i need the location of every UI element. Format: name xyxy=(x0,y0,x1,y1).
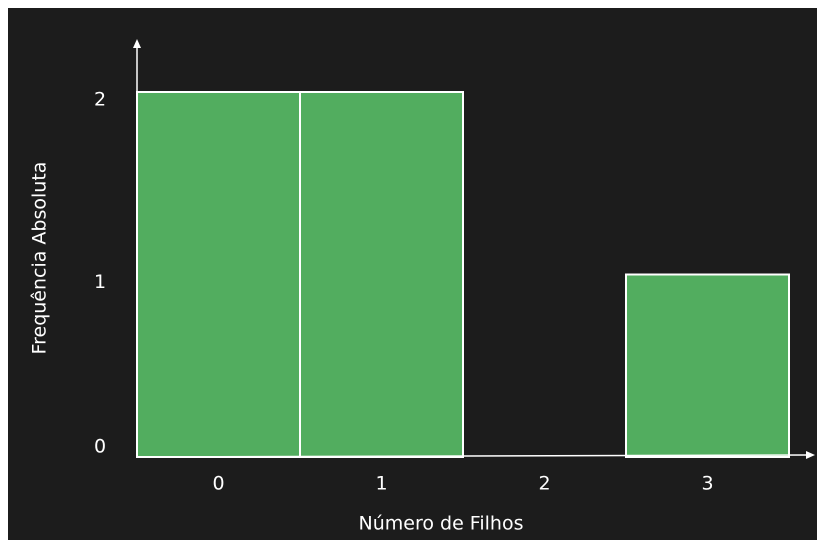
x-tick-label: 1 xyxy=(375,473,387,495)
y-tick-label: 1 xyxy=(94,271,106,293)
x-axis-label: Número de Filhos xyxy=(359,513,524,535)
y-axis-label: Frequência Absoluta xyxy=(29,162,51,355)
x-axis-arrow xyxy=(806,451,815,459)
x-axis xyxy=(136,454,809,458)
y-axis-arrow xyxy=(133,39,141,48)
x-tick-label: 3 xyxy=(701,473,713,495)
x-tick-label: 0 xyxy=(212,473,224,495)
bar xyxy=(299,91,464,458)
bar xyxy=(625,273,790,458)
x-tick-label: 2 xyxy=(538,473,550,495)
y-tick-label: 0 xyxy=(94,436,106,458)
y-tick-label: 2 xyxy=(94,89,106,111)
bar xyxy=(136,91,301,458)
